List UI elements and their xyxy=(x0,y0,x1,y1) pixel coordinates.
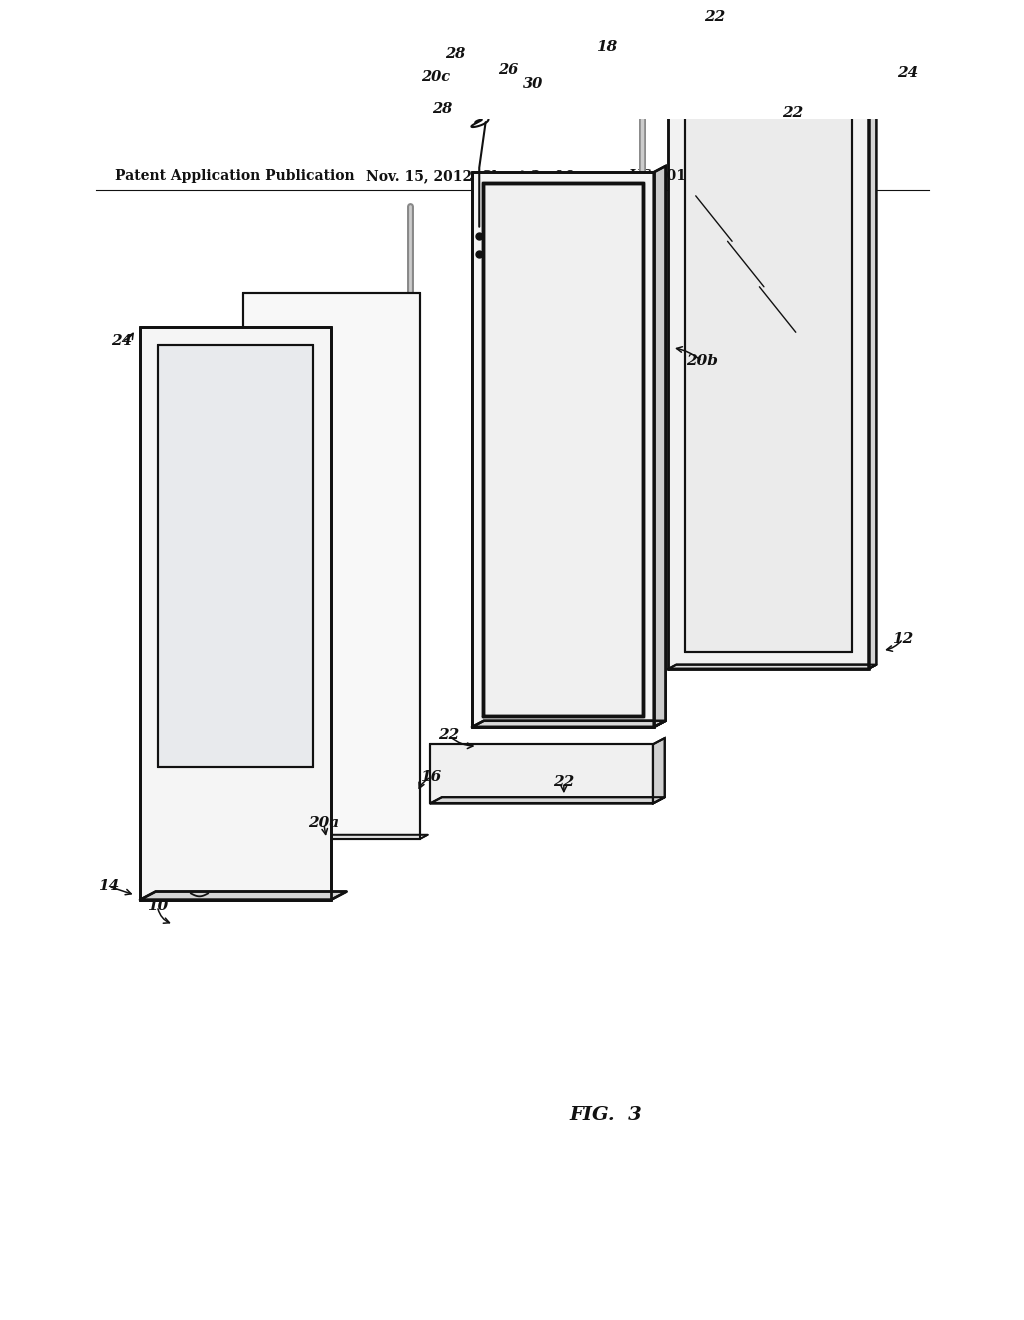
Text: 16: 16 xyxy=(421,770,441,784)
Circle shape xyxy=(516,86,524,92)
Text: 26: 26 xyxy=(499,63,518,78)
FancyBboxPatch shape xyxy=(483,34,532,59)
Text: 30: 30 xyxy=(523,77,543,91)
Polygon shape xyxy=(388,41,397,54)
Polygon shape xyxy=(669,69,868,669)
Polygon shape xyxy=(654,166,666,727)
Text: 20c: 20c xyxy=(421,70,451,83)
Text: 18: 18 xyxy=(596,40,617,54)
FancyBboxPatch shape xyxy=(504,81,531,111)
Polygon shape xyxy=(472,721,666,727)
Polygon shape xyxy=(430,744,653,804)
Text: 24: 24 xyxy=(897,66,918,81)
Text: FIG.  3: FIG. 3 xyxy=(569,1106,642,1125)
Polygon shape xyxy=(158,345,312,767)
Text: Patent Application Publication: Patent Application Publication xyxy=(115,169,354,182)
Polygon shape xyxy=(411,8,447,37)
Polygon shape xyxy=(653,738,665,804)
Polygon shape xyxy=(140,327,331,900)
Text: 28: 28 xyxy=(445,48,466,61)
Polygon shape xyxy=(669,665,877,669)
Polygon shape xyxy=(868,65,877,669)
Text: 14: 14 xyxy=(97,879,119,894)
Polygon shape xyxy=(685,84,852,652)
Polygon shape xyxy=(430,797,665,804)
Text: Nov. 15, 2012  Sheet 3 of 9: Nov. 15, 2012 Sheet 3 of 9 xyxy=(367,169,575,182)
Bar xyxy=(451,92,459,99)
Polygon shape xyxy=(388,0,652,45)
Text: 22: 22 xyxy=(703,11,725,24)
Polygon shape xyxy=(243,293,420,838)
Polygon shape xyxy=(483,183,643,715)
Text: 12: 12 xyxy=(893,632,913,645)
Text: 24: 24 xyxy=(112,334,132,348)
Text: 22: 22 xyxy=(553,775,574,789)
Polygon shape xyxy=(243,834,428,838)
Polygon shape xyxy=(472,172,654,727)
Text: 22: 22 xyxy=(782,106,804,120)
Polygon shape xyxy=(140,891,347,900)
FancyBboxPatch shape xyxy=(457,90,473,102)
Bar xyxy=(543,37,556,54)
Text: 28: 28 xyxy=(432,102,452,116)
Polygon shape xyxy=(388,37,668,45)
Bar xyxy=(496,41,510,54)
FancyBboxPatch shape xyxy=(538,34,565,58)
Text: 22: 22 xyxy=(437,729,459,742)
Text: 20b: 20b xyxy=(686,354,718,368)
Polygon shape xyxy=(652,0,668,45)
Polygon shape xyxy=(466,11,507,40)
Text: 20a: 20a xyxy=(308,816,339,830)
Bar xyxy=(490,40,517,55)
Text: US 2012/0285089 A1: US 2012/0285089 A1 xyxy=(630,169,794,182)
Text: 10: 10 xyxy=(146,899,168,913)
